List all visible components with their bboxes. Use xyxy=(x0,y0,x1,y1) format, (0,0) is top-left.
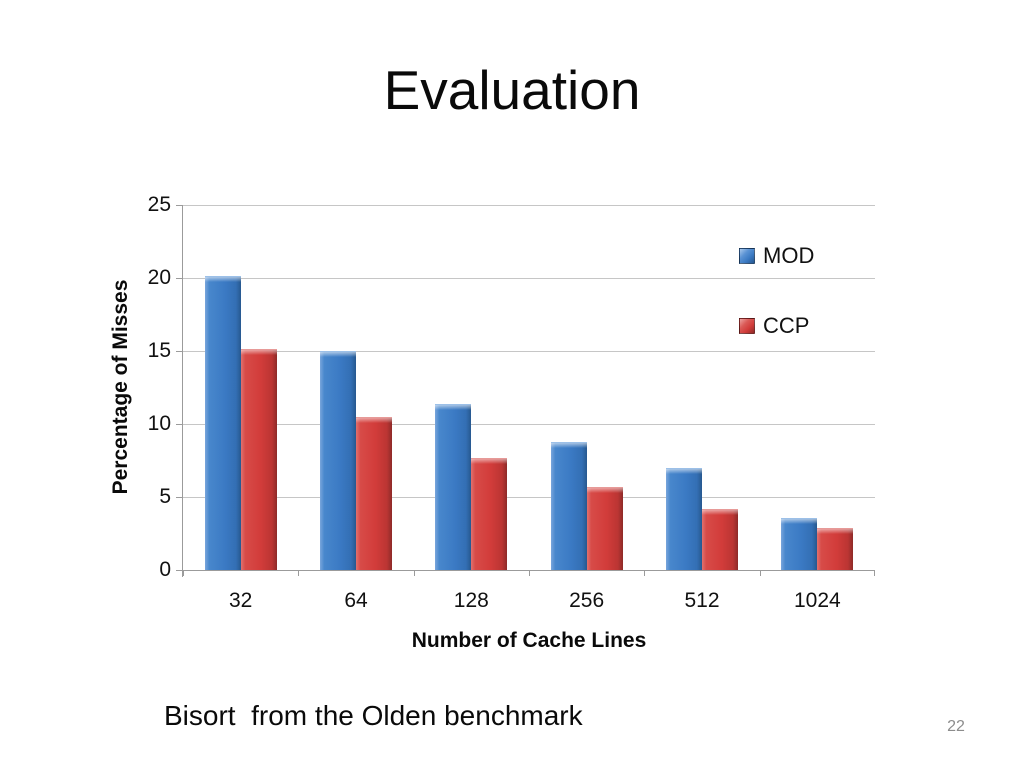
x-tick-label-256: 256 xyxy=(569,589,605,612)
y-tick-label-5: 5 xyxy=(159,485,171,508)
gridline-y-10 xyxy=(183,424,875,425)
y-tick-mark-25 xyxy=(176,205,183,206)
x-tick-label-512: 512 xyxy=(684,589,720,612)
x-tick-mark-6 xyxy=(874,570,875,576)
x-axis-title: Number of Cache Lines xyxy=(411,629,647,652)
x-tick-label-32: 32 xyxy=(228,589,253,612)
legend-label-ccp: CCP xyxy=(763,313,810,338)
y-tick-label-25: 25 xyxy=(147,193,171,216)
plot-area: Percentage of Misses Number of Cache Lin… xyxy=(109,194,875,652)
slide-caption: Bisort from the Olden benchmark xyxy=(164,700,583,731)
bar-ccp-32 xyxy=(240,348,277,570)
y-tick-mark-10 xyxy=(176,424,183,425)
x-tick-mark-4 xyxy=(644,570,646,576)
legend-label-mod: MOD xyxy=(763,243,815,268)
bar-ccp-64 xyxy=(356,417,392,570)
bar-ccp-512 xyxy=(702,509,738,570)
legend-item-ccp: CCP xyxy=(739,313,809,339)
bar-mod-256 xyxy=(550,441,587,570)
x-tick-label-128: 128 xyxy=(453,589,489,612)
y-axis-title: Percentage of Misses xyxy=(109,279,132,495)
x-tick-mark-5 xyxy=(759,570,761,576)
x-tick-mark-0 xyxy=(183,570,184,576)
gridline-y-15 xyxy=(183,351,875,352)
y-tick-label-15: 15 xyxy=(147,339,171,362)
x-tick-mark-2 xyxy=(413,570,415,576)
bar-mod-1024 xyxy=(781,517,818,570)
y-axis-stub xyxy=(182,570,183,577)
gridline-y-25 xyxy=(183,205,875,206)
x-tick-label-1024: 1024 xyxy=(793,589,841,612)
slide-title: Evaluation xyxy=(383,59,641,121)
gridline-y-20 xyxy=(183,278,875,279)
bar-mod-64 xyxy=(320,351,356,570)
x-tick-mark-1 xyxy=(298,570,300,576)
y-tick-mark-0 xyxy=(176,570,183,571)
y-tick-label-10: 10 xyxy=(147,412,171,435)
y-tick-mark-15 xyxy=(176,351,183,352)
legend-item-mod: MOD xyxy=(739,243,814,269)
y-tick-label-0: 0 xyxy=(159,558,171,581)
legend-swatch-mod xyxy=(739,248,755,264)
bar-mod-128 xyxy=(435,404,472,570)
bar-mod-512 xyxy=(666,468,702,570)
bar-ccp-1024 xyxy=(817,528,854,570)
y-tick-mark-5 xyxy=(176,497,183,498)
legend-swatch-ccp xyxy=(739,318,755,334)
y-tick-label-20: 20 xyxy=(147,266,171,289)
bar-ccp-256 xyxy=(586,487,623,570)
x-tick-mark-3 xyxy=(529,570,530,576)
page-number: 22 xyxy=(947,718,965,735)
bar-ccp-128 xyxy=(471,458,508,570)
x-tick-label-64: 64 xyxy=(344,589,368,612)
y-tick-mark-20 xyxy=(176,278,183,279)
bar-mod-32 xyxy=(204,275,241,570)
gridline-y-5 xyxy=(183,497,875,498)
